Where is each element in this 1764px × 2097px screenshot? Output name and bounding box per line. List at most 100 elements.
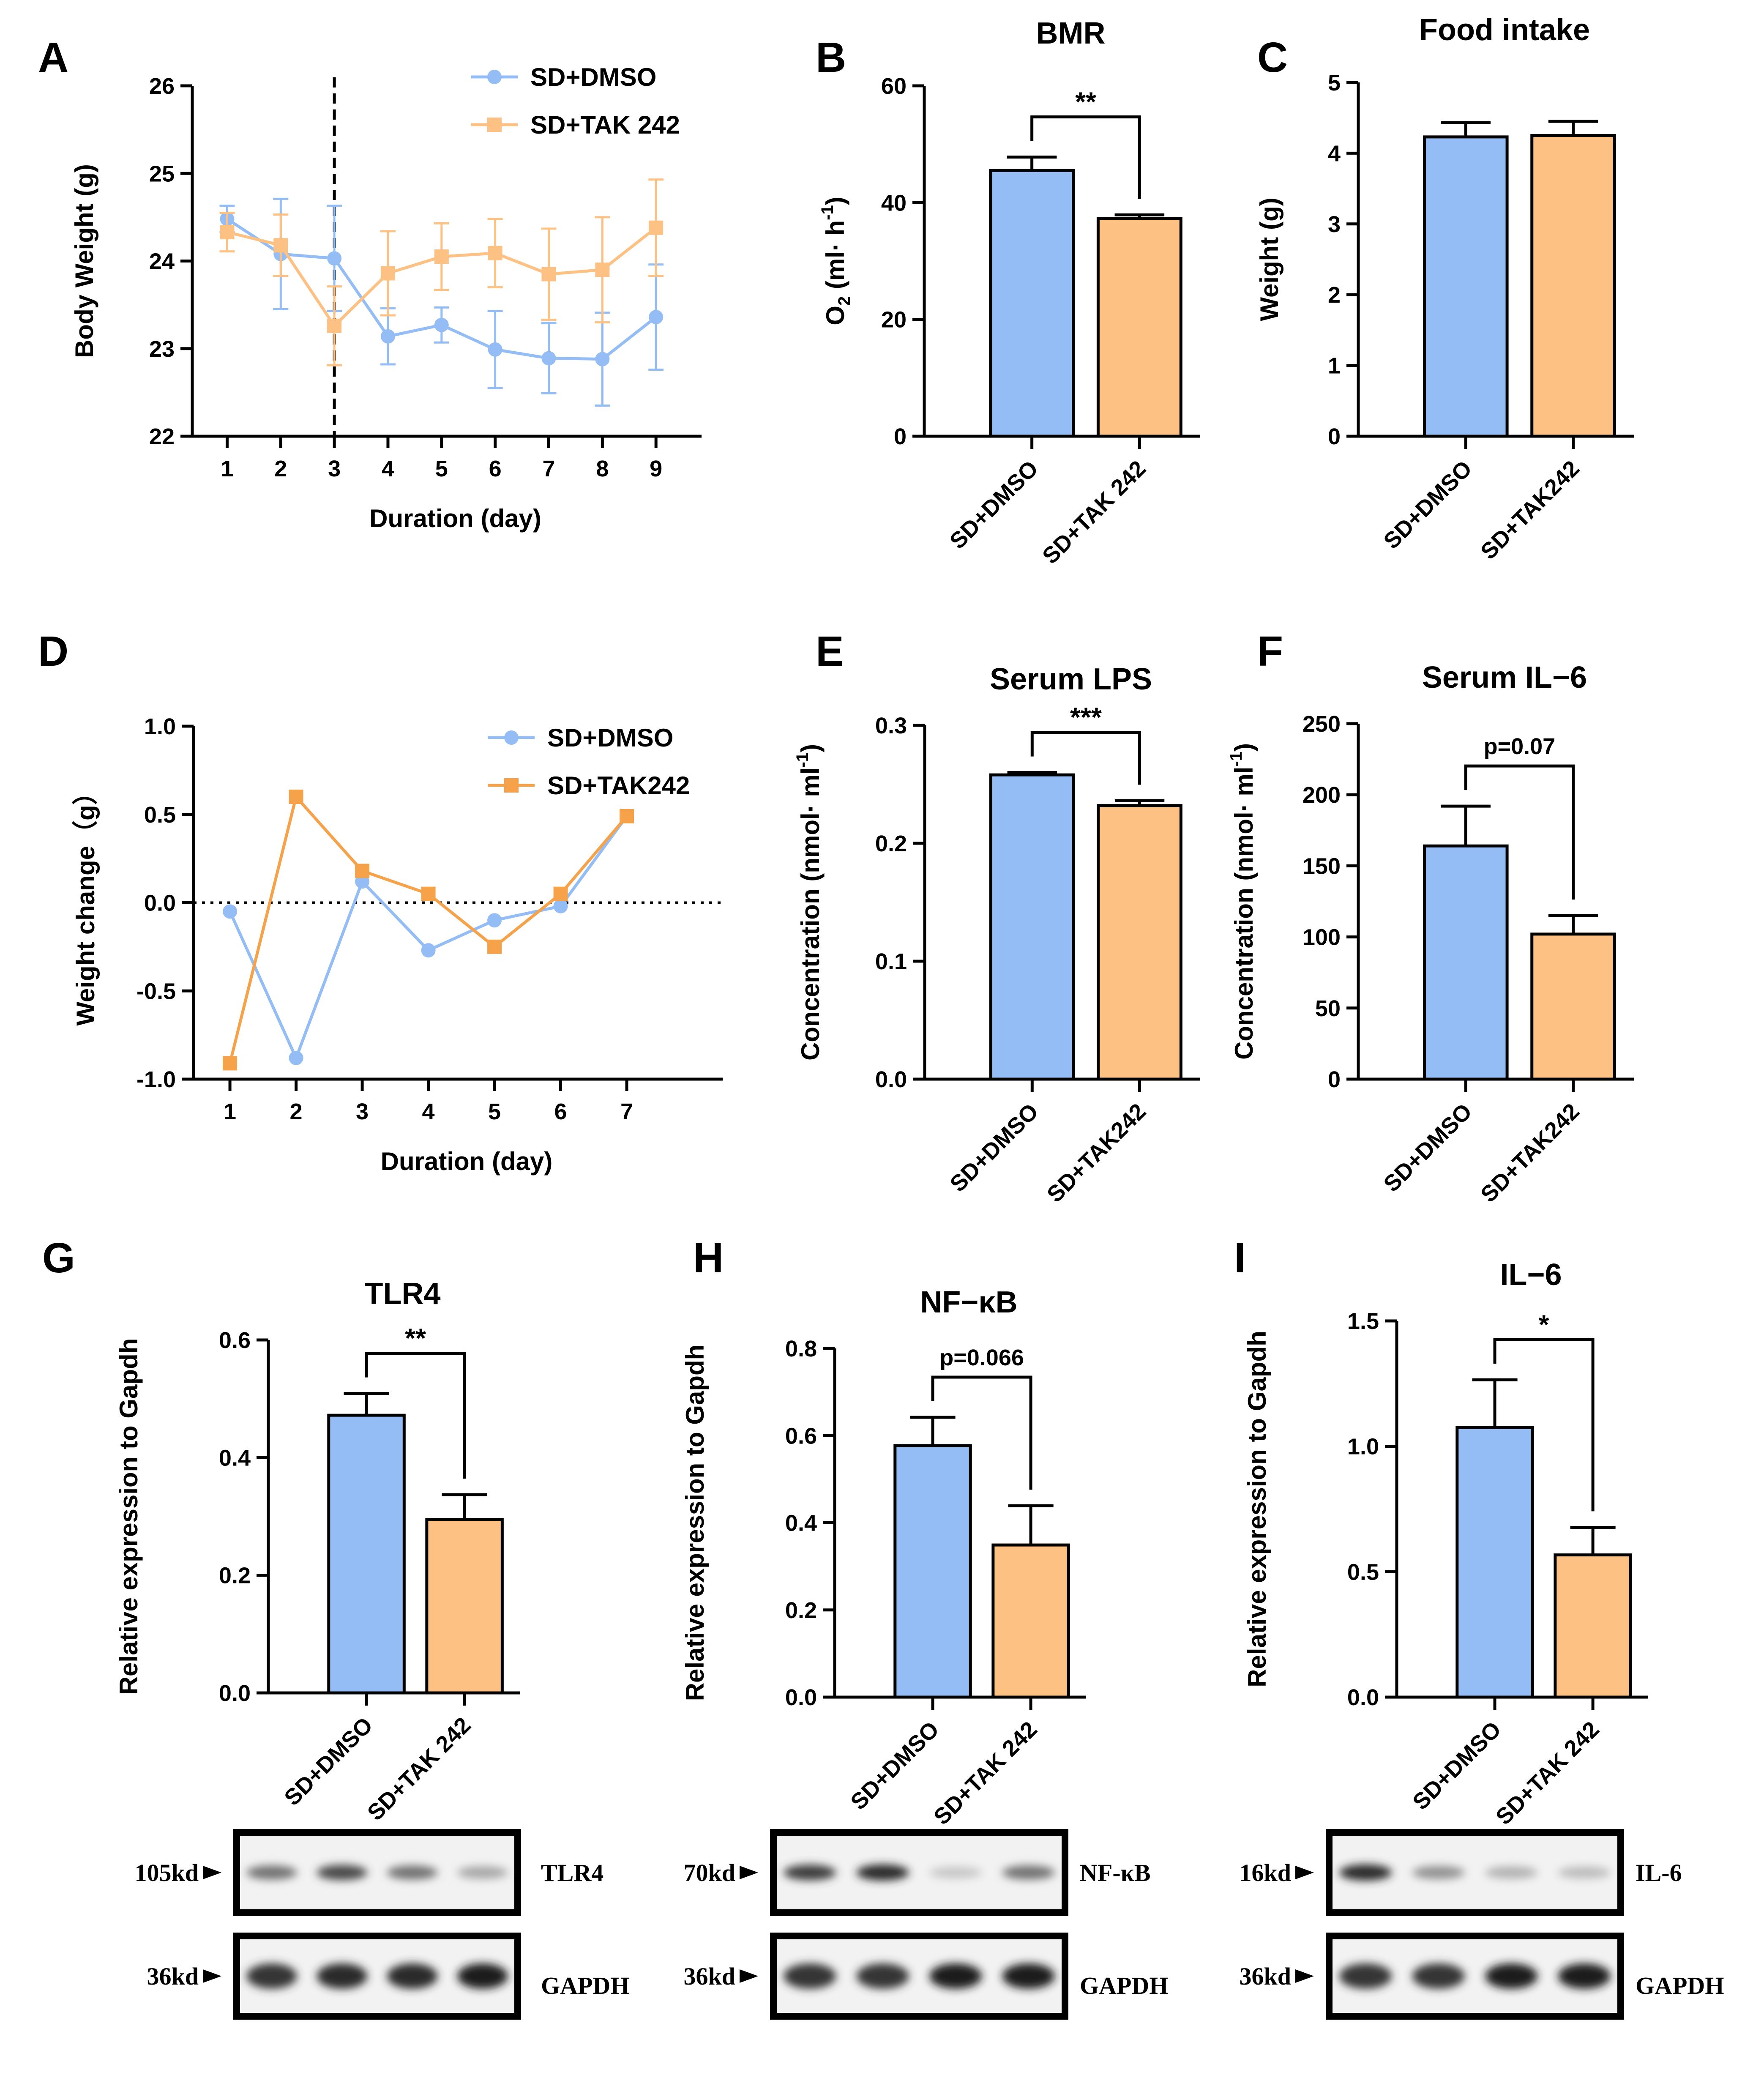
y-tick-label: 3 bbox=[1328, 212, 1341, 237]
series-line bbox=[228, 793, 628, 1064]
y-tick-label: 200 bbox=[1303, 782, 1341, 808]
y-tick-label: 40 bbox=[881, 190, 907, 216]
y-tick-label: 23 bbox=[149, 336, 175, 362]
y-tick-label: 0 bbox=[894, 424, 907, 449]
y-axis-label: O2 (ml· h-1) bbox=[818, 197, 854, 325]
data-point bbox=[487, 939, 502, 954]
legend: SD+DMSO SD+TAK242 bbox=[488, 724, 690, 800]
blot-band bbox=[929, 1963, 982, 1989]
blot-protein-label: IL-6 bbox=[1636, 1859, 1682, 1886]
y-axis-label: Concentration (nmol· ml-1) bbox=[1227, 743, 1258, 1060]
y-axis-label-part: (ml· h bbox=[821, 220, 849, 296]
blot-band bbox=[1485, 1963, 1538, 1989]
bar bbox=[327, 1413, 406, 1695]
data-point bbox=[488, 246, 502, 260]
data-point bbox=[355, 864, 370, 878]
y-axis-label-part: Relative expression to Gapdh bbox=[1243, 1331, 1271, 1687]
legend-marker bbox=[487, 70, 502, 84]
blot-size-label: 105kd bbox=[134, 1859, 199, 1886]
data-point bbox=[434, 249, 449, 264]
y-tick-label: -0.5 bbox=[137, 979, 176, 1004]
legend-label: SD+DMSO bbox=[530, 63, 656, 91]
y-axis-label-part: -1 bbox=[818, 205, 837, 220]
x-tick-label: SD+DMSO bbox=[1379, 456, 1477, 554]
chart-panel-f: F Serum IL−6 0 50 100 150 200 250 SD+DMSOSD+TAK2… bbox=[1227, 628, 1634, 1207]
chart-title: TLR4 bbox=[365, 1277, 441, 1311]
blot-size-label: 36kd bbox=[1239, 1963, 1291, 1990]
x-axis-label: Duration (day) bbox=[369, 504, 541, 533]
chart-title: BMR bbox=[1036, 16, 1106, 50]
bar bbox=[1423, 135, 1509, 438]
x-tick-label: SD+TAK 242 bbox=[929, 1717, 1042, 1830]
series-line bbox=[228, 815, 628, 1062]
panel-letter-c: C bbox=[1257, 34, 1288, 81]
x-tick-label: 1 bbox=[224, 1099, 236, 1124]
blot-band bbox=[784, 1865, 836, 1881]
blot-size-label: 36kd bbox=[683, 1963, 735, 1990]
blot-size-label: 36kd bbox=[147, 1963, 199, 1990]
y-axis-label: Relative expression to Gapdh bbox=[681, 1345, 709, 1701]
arrow-icon bbox=[740, 1969, 758, 1983]
y-tick-label: 26 bbox=[149, 74, 175, 99]
y-tick-label: 0.0 bbox=[219, 1681, 251, 1706]
blot-protein-label: TLR4 bbox=[541, 1859, 603, 1886]
y-axis-label: Relative expression to Gapdh bbox=[1243, 1331, 1271, 1687]
y-tick-label: 22 bbox=[149, 424, 175, 449]
x-tick-label: SD+TAK 242 bbox=[1491, 1717, 1604, 1830]
data-point bbox=[380, 266, 395, 281]
y-tick-label: 250 bbox=[1303, 711, 1341, 737]
panel-letter-d: D bbox=[38, 628, 68, 675]
y-tick-label: 0.2 bbox=[875, 831, 907, 856]
data-point bbox=[541, 351, 556, 366]
blot-band bbox=[856, 1963, 909, 1989]
y-axis-label-part: Relative expression to Gapdh bbox=[681, 1345, 709, 1701]
data-point bbox=[649, 220, 664, 235]
data-point bbox=[553, 899, 568, 913]
y-axis-label: Body Weight (g) bbox=[70, 164, 98, 358]
significance-label: ** bbox=[1075, 87, 1096, 117]
chart-title: NF−κB bbox=[920, 1285, 1017, 1319]
y-tick-label: 0.1 bbox=[875, 949, 907, 974]
significance-label: * bbox=[1539, 1309, 1549, 1340]
y-tick-label: 100 bbox=[1303, 925, 1341, 950]
x-tick-label: SD+DMSO bbox=[846, 1717, 944, 1815]
blot-band bbox=[1412, 1866, 1465, 1879]
data-point bbox=[595, 262, 610, 277]
data-point bbox=[327, 251, 342, 266]
y-axis-label-part: Concentration (nmol· ml bbox=[1230, 767, 1258, 1060]
blot-band bbox=[317, 1865, 368, 1881]
panel-letter-a: A bbox=[38, 34, 68, 81]
x-tick-label: SD+DMSO bbox=[1408, 1717, 1506, 1815]
blot-protein-label: NF-κB bbox=[1080, 1859, 1151, 1886]
chart-panel-d: D -1.0 -0.5 0.0 0.5 1.0 1 2 3 4 5 6 7 Duration (day) W… bbox=[38, 628, 723, 1176]
arrow-icon bbox=[1295, 1866, 1314, 1879]
legend-label: SD+TAK 242 bbox=[530, 111, 680, 139]
x-tick-label: SD+TAK 242 bbox=[1038, 456, 1151, 569]
data-point bbox=[595, 352, 610, 366]
chart-title: Food intake bbox=[1419, 13, 1590, 47]
bar bbox=[425, 1517, 504, 1695]
y-tick-label: 0.0 bbox=[144, 891, 176, 916]
blot-band bbox=[1485, 1866, 1538, 1879]
data-point bbox=[553, 886, 568, 901]
blot-band bbox=[856, 1864, 909, 1881]
data-point bbox=[620, 809, 634, 823]
x-tick-label: SD+DMSO bbox=[945, 1099, 1043, 1197]
blot-band bbox=[457, 1963, 508, 1989]
x-axis-label: Duration (day) bbox=[381, 1147, 553, 1176]
y-tick-label: 0 bbox=[1328, 424, 1341, 449]
x-tick-label: 6 bbox=[489, 456, 502, 481]
y-tick-label: 0.5 bbox=[1347, 1559, 1379, 1585]
bar bbox=[1096, 217, 1182, 438]
x-tick-label: SD+TAK 242 bbox=[363, 1712, 476, 1826]
y-tick-label: 25 bbox=[149, 161, 175, 186]
x-tick-label: SD+TAK242 bbox=[1476, 456, 1584, 564]
x-tick-label: 7 bbox=[620, 1099, 633, 1124]
bar bbox=[1530, 134, 1616, 438]
significance-label: p=0.07 bbox=[1484, 734, 1556, 759]
